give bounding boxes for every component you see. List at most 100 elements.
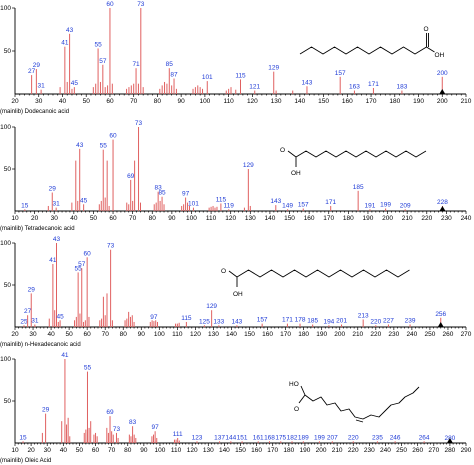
x-tick-label: 210 xyxy=(461,98,472,105)
x-tick-label: 160 xyxy=(262,331,273,338)
peak-label: 29 xyxy=(28,286,36,293)
peak-label: 129 xyxy=(243,162,254,169)
x-tick-label: 200 xyxy=(316,447,327,454)
x-tick-label: 90 xyxy=(168,215,176,222)
peak-label: 129 xyxy=(206,303,217,310)
x-tick-label: 90 xyxy=(178,98,186,105)
x-tick-label: 200 xyxy=(334,331,345,338)
x-tick-label: 120 xyxy=(247,98,258,105)
peak-label: 45 xyxy=(56,313,64,320)
spectrum-caption: (mainlib) Oleic Acid xyxy=(0,458,51,464)
x-tick-label: 220 xyxy=(370,331,381,338)
x-tick-label: 70 xyxy=(129,215,137,222)
x-tick-label: 190 xyxy=(316,331,327,338)
peak-label: 189 xyxy=(298,434,309,441)
x-tick-label: 30 xyxy=(44,447,52,454)
x-tick-label: 80 xyxy=(149,215,157,222)
peak-label: 175 xyxy=(275,434,286,441)
peak-label: 171 xyxy=(368,81,379,88)
x-tick-label: 80 xyxy=(154,98,162,105)
peak-label: 31 xyxy=(53,201,61,208)
x-tick-label: 160 xyxy=(304,215,315,222)
x-tick-label: 110 xyxy=(171,447,182,454)
x-tick-label: 230 xyxy=(388,331,399,338)
peak-label: 71 xyxy=(132,61,140,68)
x-tick-label: 130 xyxy=(208,331,219,338)
carbonyl-bond xyxy=(228,270,238,278)
y-tick-label: 100 xyxy=(0,356,11,363)
chain-bonds xyxy=(299,46,427,55)
peak-label: 41 xyxy=(61,352,69,359)
peak-label: 220 xyxy=(370,318,381,325)
x-tick-label: 140 xyxy=(264,215,275,222)
peak-label: 137 xyxy=(214,434,225,441)
oxygen-atom-label: O xyxy=(424,26,429,33)
peak-label: 207 xyxy=(327,434,338,441)
x-tick-label: 150 xyxy=(318,98,329,105)
spectrum-panel-2: 10 20 30 40 50 60 70 80 90 100 110 120 130 140 150 160 1… xyxy=(0,120,472,232)
peak-label: 73 xyxy=(113,426,121,433)
peak-label: 144 xyxy=(225,434,236,441)
x-tick-label: 80 xyxy=(124,447,132,454)
peak-label: 178 xyxy=(295,317,306,324)
peak-label: 29 xyxy=(42,407,50,414)
peak-label: 209 xyxy=(400,202,411,209)
peak-label: 57 xyxy=(99,58,107,65)
peak-label: 199 xyxy=(380,201,391,208)
peak-label: 43 xyxy=(76,142,84,149)
y-tick-label: 50 xyxy=(4,398,12,405)
y-tick-label: 100 xyxy=(0,124,11,131)
x-tick-label: 170 xyxy=(267,447,278,454)
peak-label: 45 xyxy=(71,80,79,87)
spectrum-caption: (mainlib) n-Hexadecanoic acid xyxy=(0,342,81,348)
peak-label: 29 xyxy=(33,62,41,69)
x-tick-label: 230 xyxy=(441,215,452,222)
molecule-structure: O OH xyxy=(280,147,427,177)
x-tick-label: 10 xyxy=(11,215,19,222)
x-tick-label: 100 xyxy=(186,215,197,222)
x-tick-label: 90 xyxy=(140,447,148,454)
peak-label: 115 xyxy=(216,196,227,203)
x-tick-label: 120 xyxy=(190,331,201,338)
peak-label: 73 xyxy=(137,1,145,8)
hydroxyl-bond xyxy=(298,394,306,404)
peak-label: 161 xyxy=(253,434,264,441)
x-tick-label: 120 xyxy=(225,215,236,222)
x-tick-label: 30 xyxy=(35,98,43,105)
x-tick-label: 20 xyxy=(27,447,35,454)
peak-label: 256 xyxy=(435,311,446,318)
peak-label: 55 xyxy=(75,265,83,272)
x-tick-label: 170 xyxy=(366,98,377,105)
peak-label: 101 xyxy=(202,74,213,81)
x-tick-label: 170 xyxy=(323,215,334,222)
peak-label: 185 xyxy=(307,317,318,324)
oxygen-atom-label: O xyxy=(294,406,299,413)
oxygen-atom-label: O xyxy=(221,268,226,275)
hydroxyl-bond xyxy=(426,46,435,53)
peak-label: 97 xyxy=(182,191,190,198)
peak-label: 15 xyxy=(21,202,29,209)
x-tick-label: 120 xyxy=(187,447,198,454)
x-tick-label: 240 xyxy=(406,331,417,338)
x-tick-label: 190 xyxy=(413,98,424,105)
molecule-structure: HO O xyxy=(289,381,420,423)
x-tick-label: 90 xyxy=(138,331,146,338)
peak-label: 123 xyxy=(192,434,203,441)
x-tick-label: 140 xyxy=(294,98,305,105)
molecule-structure: O OH xyxy=(221,268,410,298)
y-tick-label: 100 xyxy=(0,5,11,12)
x-tick-label: 180 xyxy=(389,98,400,105)
x-tick-label: 160 xyxy=(251,447,262,454)
x-tick-label: 130 xyxy=(203,447,214,454)
hydroxyl-label: OH xyxy=(233,291,243,298)
peak-label: 119 xyxy=(224,202,235,209)
x-tick-label: 110 xyxy=(206,215,217,222)
peak-label: 43 xyxy=(66,27,74,34)
peak-label: 227 xyxy=(383,317,394,324)
x-tick-label: 140 xyxy=(226,331,237,338)
x-tick-label: 280 xyxy=(444,447,455,454)
spectrum-caption: (mainlib) Dodecanoic acid xyxy=(0,109,69,115)
peak-label: 41 xyxy=(49,257,57,264)
peak-label: 264 xyxy=(419,434,430,441)
molecular-ion-marker xyxy=(437,322,444,327)
